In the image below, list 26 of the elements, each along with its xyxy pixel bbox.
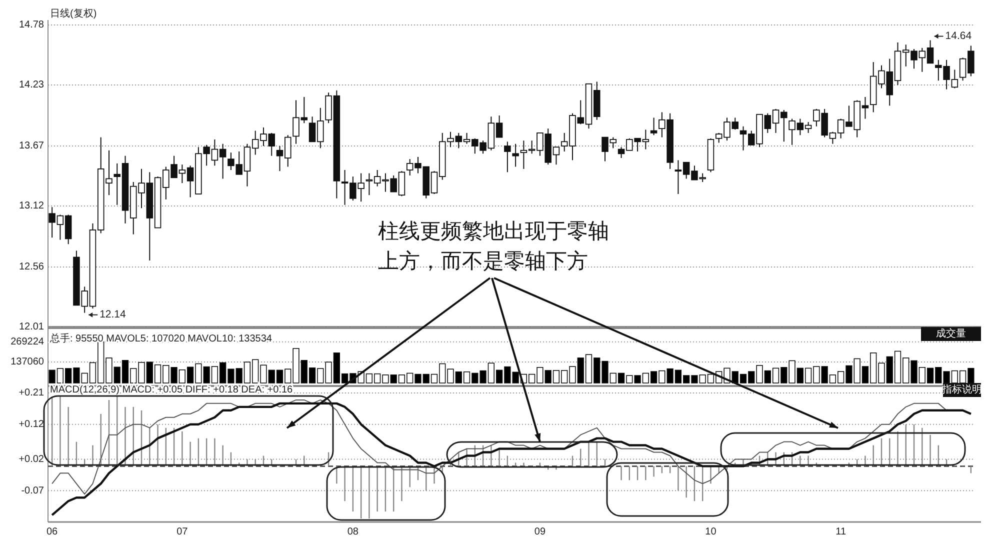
y-tick-label: 12.01 (18, 322, 44, 333)
chart-title: 日线(复权) (50, 8, 97, 20)
x-tick-label: 08 (347, 526, 359, 537)
y-tick-label: +0.21 (18, 388, 44, 399)
y-tick-label: 269224 (10, 336, 44, 348)
x-tick-label: 11 (836, 526, 846, 537)
x-tick-label: 09 (534, 526, 546, 537)
annotation: 成交量 (936, 328, 966, 340)
annotation: 12.14 (100, 308, 126, 321)
y-tick-label: 13.12 (18, 200, 44, 212)
annotation: 上方，而不是零轴下方 (378, 249, 588, 273)
text: 总手: 95550 MAVOL5: 107020 MAVOL10: 133534 (49, 332, 272, 345)
annotation: 14.64 (945, 30, 972, 42)
y-tick-label: +0.02 (18, 454, 44, 465)
x-tick-label: 06 (46, 526, 58, 537)
y-tick-label: 13.67 (18, 140, 44, 152)
y-tick-label: 14.23 (18, 80, 44, 91)
chart-title: MACD(12,26,9) MACD: +0.05 DIFF: +0.18 DEA: +0.16 (50, 384, 294, 396)
y-tick-label: 137060 (10, 356, 44, 368)
y-tick-label: +0.12 (18, 419, 44, 430)
x-tick-label: 07 (176, 526, 188, 537)
x-tick-label: 10 (705, 526, 717, 537)
y-tick-label: 12.56 (18, 262, 44, 273)
y-tick-label: -0.07 (21, 485, 44, 496)
annotation: 柱线更频繁地出现于零轴 (378, 219, 609, 243)
y-tick-label: 14.78 (18, 20, 44, 31)
